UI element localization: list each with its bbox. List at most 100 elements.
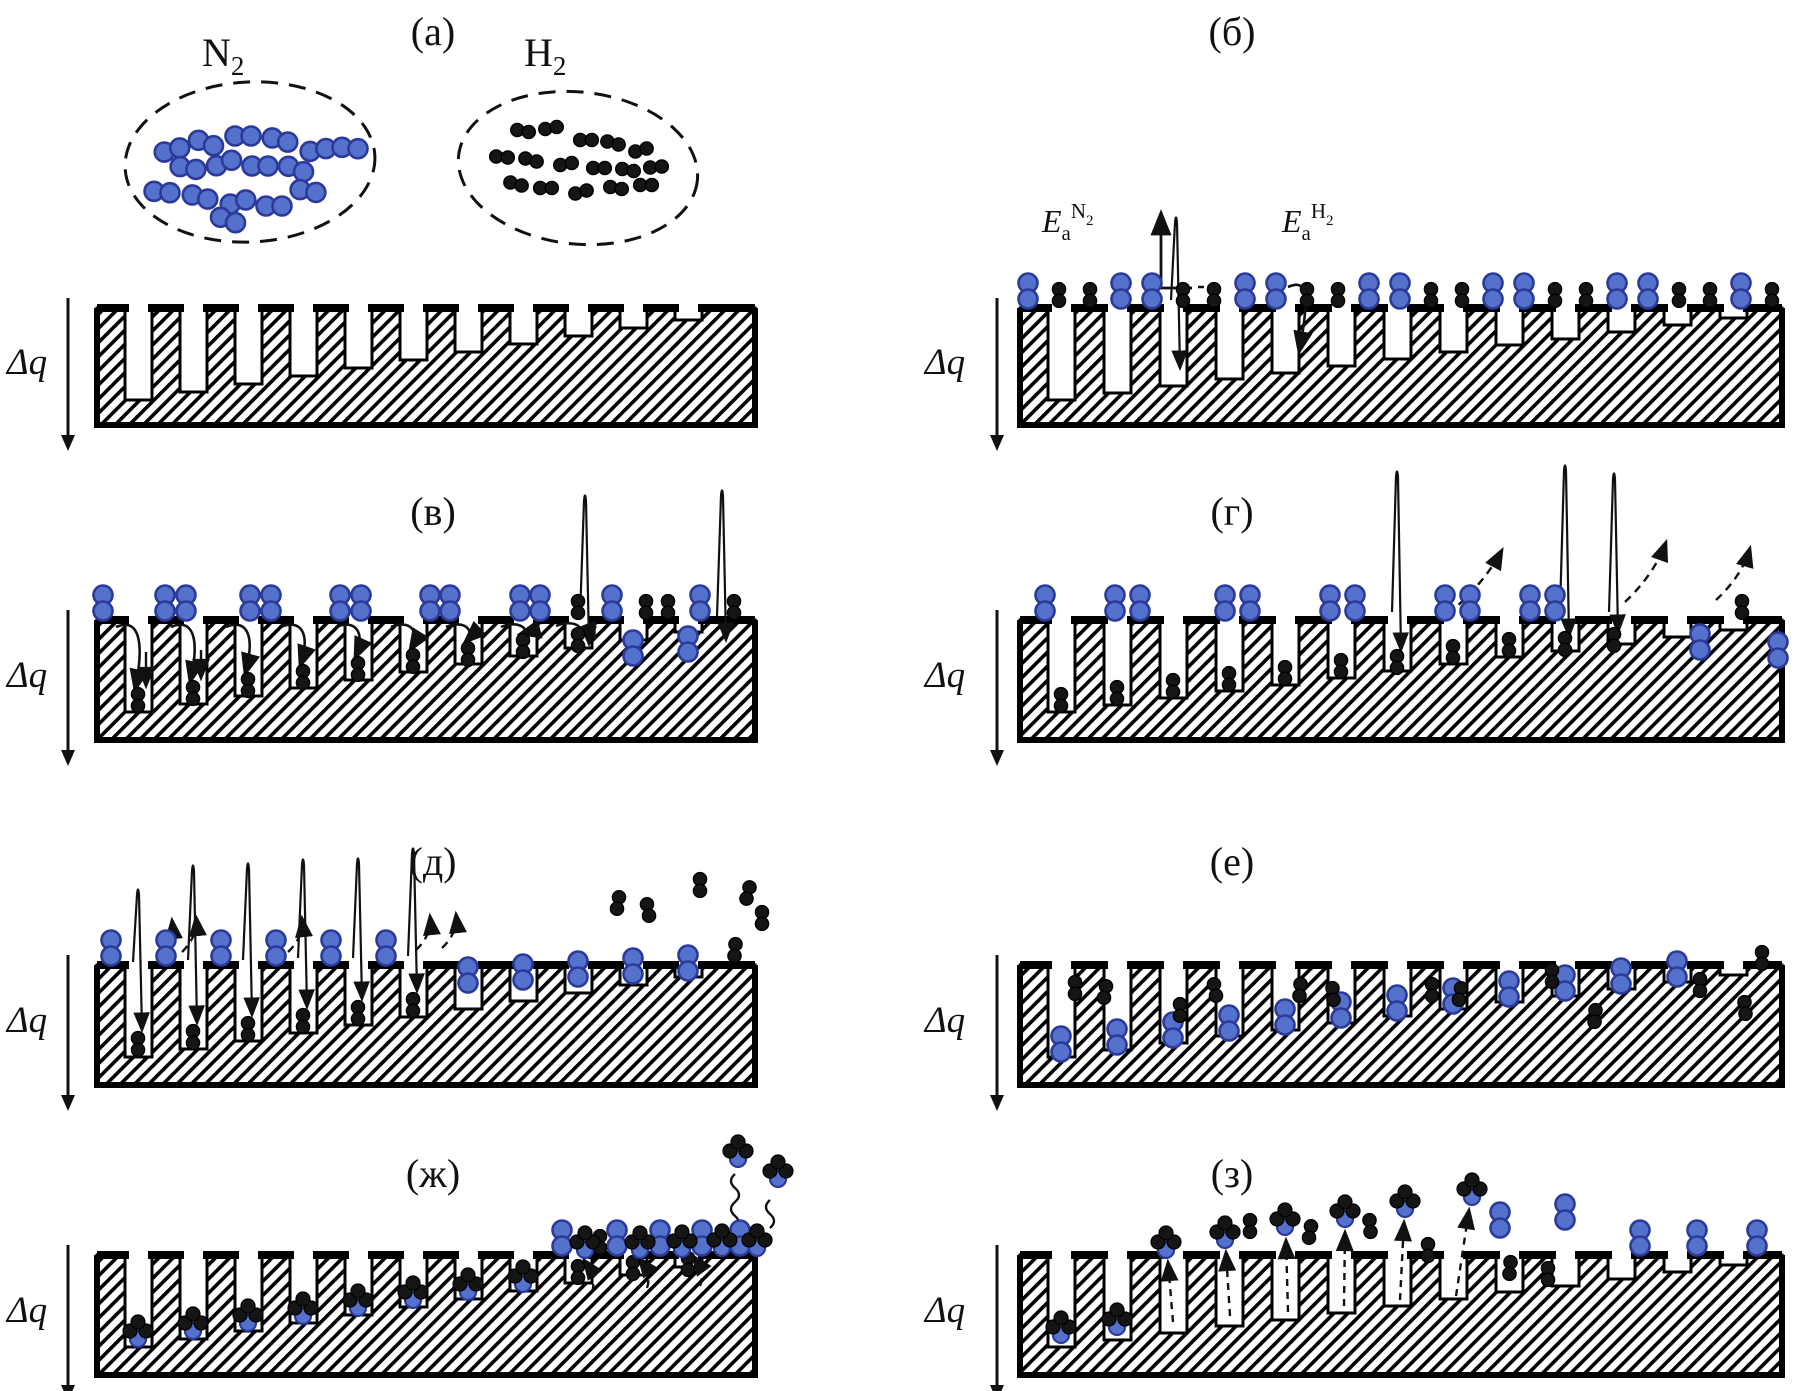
delta-q-arrow (990, 1245, 1004, 1391)
h2-molecule (1544, 962, 1560, 990)
adsorption-arrow (280, 623, 316, 670)
panel-zh-label: (ж) (405, 1151, 461, 1196)
h2-molecule (1333, 652, 1349, 680)
panel-z: (з) Δq (795, 1110, 1795, 1391)
cloud-gas-label: N2 (202, 30, 244, 81)
n2-molecule (606, 1219, 628, 1257)
substrate (1017, 961, 1785, 1088)
diffusion-dashed-arrow (287, 914, 313, 953)
n2-molecule (1746, 1219, 1768, 1257)
n2-molecule (1050, 1025, 1072, 1063)
h2-molecule (660, 593, 676, 621)
panel-v-label: (в) (410, 489, 456, 534)
adsorption-arrow (445, 620, 487, 645)
delta-q-label: Δq (6, 1290, 48, 1331)
product-cluster (706, 1223, 738, 1258)
n2-molecule (1234, 272, 1256, 310)
panel-d: (д) Δq (0, 760, 795, 1111)
panel-a: (а) Δq N2 H2 (0, 0, 795, 451)
delta-q-label: Δq (6, 1000, 48, 1041)
h2-molecule (1165, 672, 1181, 700)
diffusion-dashed-arrow (1715, 544, 1754, 601)
h2-molecule (727, 936, 743, 964)
panel-scene (61, 489, 758, 766)
product-cluster (1101, 1302, 1133, 1337)
h2-molecule (1301, 1218, 1319, 1246)
n2-molecule (1274, 998, 1296, 1036)
h2-molecule (515, 632, 531, 660)
n2-molecule (677, 625, 699, 663)
product-cluster (397, 1275, 429, 1310)
h2-molecule (614, 161, 642, 179)
n2-molecule (567, 950, 589, 988)
h2-molecule (572, 132, 600, 148)
panel-scene (990, 1172, 1785, 1391)
n2-molecule (299, 137, 337, 163)
desorption-spike-arrow (296, 858, 315, 1011)
n2-molecule (169, 155, 207, 181)
activation-energy-label: EaN2 (1041, 199, 1094, 245)
product-cluster (666, 1224, 698, 1259)
n2-molecule (154, 584, 176, 622)
n2-molecule (1489, 1201, 1511, 1239)
product-cluster (741, 1223, 773, 1258)
escape-dashed-arrow (1394, 1218, 1413, 1301)
h2-molecule (1424, 976, 1440, 1004)
substrate (94, 961, 758, 1088)
h2-molecule (552, 155, 580, 173)
h2-molecule (1764, 281, 1780, 309)
h2-molecule (1423, 281, 1439, 309)
n2-molecule (187, 129, 225, 157)
n2-molecule (1666, 950, 1688, 988)
h2-molecule (642, 159, 670, 175)
n2-molecule (1767, 631, 1789, 669)
h2-molecule (1206, 976, 1224, 1004)
h2-molecule (1692, 971, 1708, 999)
product-cluster (569, 1225, 601, 1260)
n2-molecule (1344, 584, 1366, 622)
h2-molecule (570, 1258, 586, 1286)
panel-scene (61, 1134, 794, 1391)
h2-molecule (585, 160, 613, 176)
delta-q-arrow (990, 955, 1004, 1111)
panel-scene (990, 464, 1789, 766)
product-cluster (287, 1291, 319, 1326)
n2-molecule (320, 929, 342, 967)
panel-v: (в) Δq (0, 435, 795, 766)
n2-molecule (1106, 1018, 1128, 1056)
cloud-gas-label: H2 (524, 30, 566, 81)
n2-molecule (601, 584, 623, 622)
h2-molecule (1547, 281, 1563, 309)
h2-molecule (1221, 665, 1237, 693)
n2-molecule (241, 155, 279, 177)
n2-molecule (512, 953, 534, 991)
n2-molecule (329, 584, 351, 622)
n2-molecule (1386, 984, 1408, 1022)
h2-molecule (350, 999, 366, 1027)
n2-molecule (261, 127, 299, 153)
diffusion-dashed-arrow (1624, 538, 1668, 603)
h2-molecule (350, 655, 366, 683)
n2-molecule (289, 178, 327, 204)
product-cluster (1045, 1310, 1077, 1345)
h2-molecule (639, 896, 657, 924)
diffusion-dashed-arrow (415, 912, 441, 951)
adsorption-arrow (225, 623, 260, 678)
h2-molecule (568, 183, 594, 201)
desorption-spike-arrow (1558, 464, 1577, 640)
h2-molecule (754, 904, 770, 932)
h2-molecule (570, 593, 586, 621)
delta-q-label: Δq (924, 341, 966, 383)
h2-molecule (680, 1250, 696, 1278)
desorption-spike-arrow (131, 888, 150, 1034)
diffusion-dashed-arrow (636, 1255, 658, 1289)
n2-molecule (209, 206, 247, 234)
h2-molecule (726, 593, 742, 621)
escape-wavy-arrow (764, 1199, 776, 1229)
h2-molecule (692, 871, 708, 899)
product-cluster (1456, 1172, 1488, 1207)
panel-g-label: (г) (1210, 489, 1254, 534)
h2-molecule (185, 679, 201, 707)
h2-molecule (130, 686, 146, 714)
n2-molecule (350, 584, 372, 622)
